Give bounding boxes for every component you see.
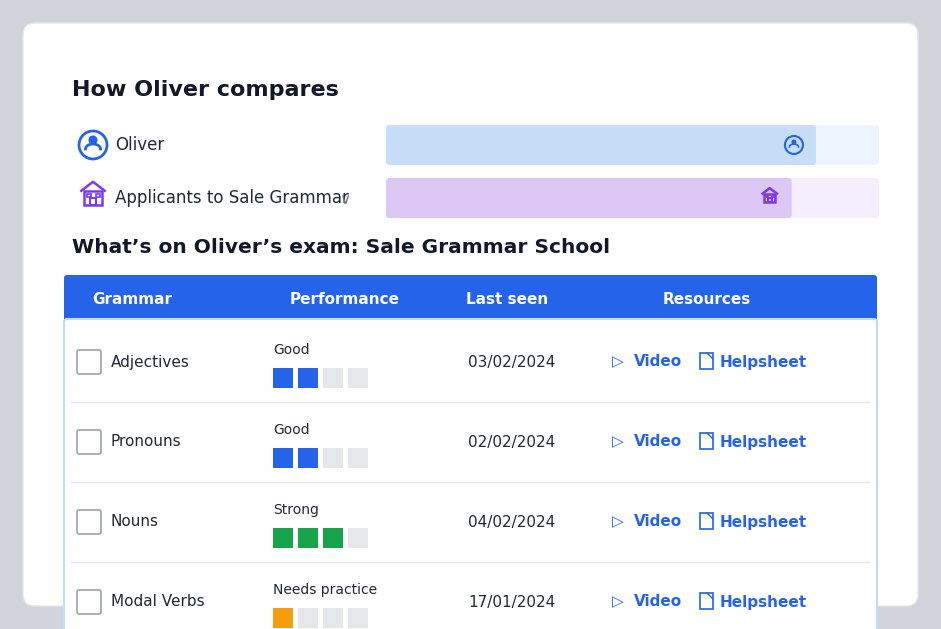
Text: ▷: ▷ bbox=[612, 594, 624, 610]
Bar bbox=[273, 528, 293, 548]
FancyBboxPatch shape bbox=[386, 178, 791, 218]
Bar bbox=[273, 448, 293, 468]
Bar bbox=[96, 194, 100, 197]
Text: ▷: ▷ bbox=[612, 515, 624, 530]
FancyBboxPatch shape bbox=[386, 178, 879, 218]
Bar bbox=[323, 448, 343, 468]
Text: Modal Verbs: Modal Verbs bbox=[111, 594, 204, 610]
Text: Helpsheet: Helpsheet bbox=[720, 515, 807, 530]
Bar bbox=[298, 368, 318, 388]
Text: Video: Video bbox=[634, 594, 682, 610]
Text: Helpsheet: Helpsheet bbox=[720, 435, 807, 450]
FancyBboxPatch shape bbox=[386, 125, 816, 165]
Bar bbox=[323, 368, 343, 388]
Bar bbox=[348, 368, 368, 388]
Text: Video: Video bbox=[634, 435, 682, 450]
Bar bbox=[700, 353, 713, 369]
Text: Grammar: Grammar bbox=[92, 292, 172, 308]
Text: 17/01/2024: 17/01/2024 bbox=[469, 594, 555, 610]
Bar bbox=[700, 513, 713, 529]
Bar bbox=[764, 194, 775, 203]
Text: Needs practice: Needs practice bbox=[273, 583, 377, 597]
FancyBboxPatch shape bbox=[77, 590, 101, 614]
Text: Nouns: Nouns bbox=[111, 515, 159, 530]
Text: Video: Video bbox=[634, 355, 682, 369]
Text: Pronouns: Pronouns bbox=[111, 435, 182, 450]
Bar bbox=[700, 593, 713, 609]
Text: Resources: Resources bbox=[662, 292, 751, 308]
Bar bbox=[273, 608, 293, 628]
Text: Last seen: Last seen bbox=[466, 292, 548, 308]
Bar bbox=[700, 433, 713, 449]
Text: Oliver: Oliver bbox=[115, 136, 165, 154]
Bar bbox=[298, 528, 318, 548]
Bar bbox=[273, 368, 293, 388]
Bar bbox=[323, 528, 343, 548]
FancyBboxPatch shape bbox=[64, 275, 877, 325]
FancyBboxPatch shape bbox=[77, 350, 101, 374]
Text: 03/02/2024: 03/02/2024 bbox=[469, 355, 556, 369]
Text: Video: Video bbox=[634, 515, 682, 530]
FancyBboxPatch shape bbox=[64, 319, 877, 629]
Text: How Oliver compares: How Oliver compares bbox=[72, 80, 339, 100]
Text: Good: Good bbox=[273, 343, 310, 357]
Bar bbox=[348, 448, 368, 468]
Text: What’s on Oliver’s exam: Sale Grammar School: What’s on Oliver’s exam: Sale Grammar Sc… bbox=[72, 238, 610, 257]
Text: ∨: ∨ bbox=[340, 192, 351, 208]
Circle shape bbox=[791, 140, 796, 145]
Text: Strong: Strong bbox=[273, 503, 319, 517]
FancyBboxPatch shape bbox=[386, 125, 879, 165]
Bar bbox=[772, 195, 774, 198]
Text: Performance: Performance bbox=[290, 292, 400, 308]
Text: Helpsheet: Helpsheet bbox=[720, 594, 807, 610]
Bar bbox=[348, 528, 368, 548]
Text: 02/02/2024: 02/02/2024 bbox=[469, 435, 555, 450]
FancyBboxPatch shape bbox=[77, 510, 101, 534]
Circle shape bbox=[88, 135, 98, 145]
Bar bbox=[768, 198, 772, 203]
FancyBboxPatch shape bbox=[77, 430, 101, 454]
Text: ▷: ▷ bbox=[612, 355, 624, 369]
Text: 04/02/2024: 04/02/2024 bbox=[469, 515, 555, 530]
Text: Helpsheet: Helpsheet bbox=[720, 355, 807, 369]
Bar bbox=[298, 608, 318, 628]
Bar bbox=[323, 608, 343, 628]
Bar bbox=[88, 194, 90, 197]
Bar bbox=[348, 608, 368, 628]
Text: Good: Good bbox=[273, 423, 310, 437]
Text: ▷: ▷ bbox=[612, 435, 624, 450]
FancyBboxPatch shape bbox=[23, 23, 918, 606]
Bar bbox=[298, 448, 318, 468]
Bar bbox=[84, 191, 102, 205]
Bar bbox=[89, 198, 96, 205]
Text: Adjectives: Adjectives bbox=[111, 355, 190, 369]
Text: Applicants to Sale Grammar: Applicants to Sale Grammar bbox=[115, 189, 349, 207]
Bar bbox=[766, 195, 768, 198]
